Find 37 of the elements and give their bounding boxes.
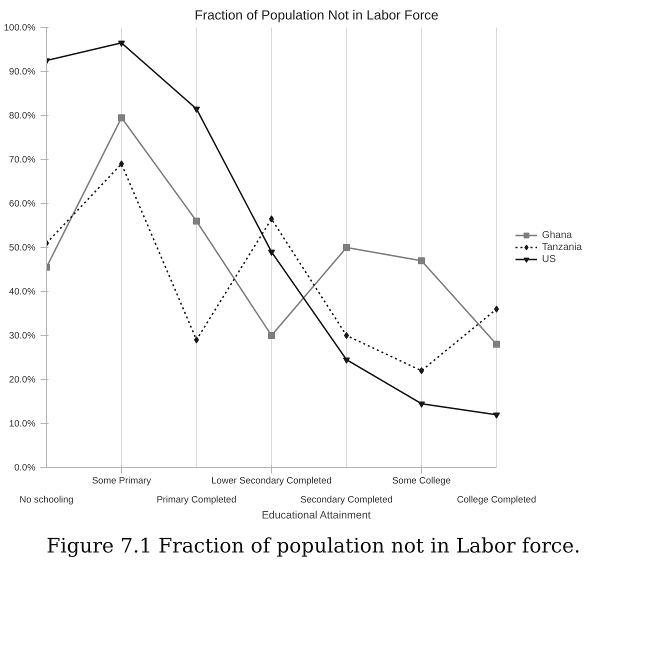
y-tick-label: 40.0% [9, 286, 36, 296]
point [268, 332, 275, 339]
y-tick-label: 0.0% [14, 462, 36, 472]
legend-label: Ghana [542, 229, 572, 241]
x-tick-label: No schooling [20, 494, 74, 504]
caption: Figure 7.1 Fraction of population not in Labor force. [46, 534, 580, 558]
x-tick-label: Secondary Completed [300, 494, 393, 504]
point [493, 412, 500, 419]
point [344, 332, 349, 339]
legend-label: US [542, 253, 557, 265]
point [118, 40, 125, 47]
x-tick-label: Primary Completed [156, 494, 236, 504]
y-tick-label: 80.0% [9, 110, 36, 120]
chart-title: Fraction of Population Not in Labor Force [194, 8, 438, 22]
y-tick-label: 20.0% [9, 374, 36, 384]
point [118, 114, 125, 122]
x-tick-label: Some College [392, 476, 451, 486]
y-tick-label: 70.0% [9, 154, 36, 164]
y-tick-label: 30.0% [9, 330, 36, 340]
y-tick-label: 10.0% [9, 418, 36, 428]
x-axis-title: Educational Attainment [262, 510, 371, 522]
point [343, 244, 350, 251]
point [193, 218, 200, 225]
point [343, 357, 350, 364]
point [268, 250, 275, 256]
point [193, 106, 200, 113]
point [418, 401, 425, 408]
y-tick-label: 50.0% [9, 242, 36, 252]
x-tick-label: College Completed [456, 494, 536, 504]
legend-label: Tanzania [542, 241, 582, 253]
y-tick-label: 100.0% [4, 22, 36, 32]
y-tick-label: 90.0% [9, 66, 36, 76]
y-tick-label: 60.0% [9, 198, 36, 208]
x-tick-label: Some Primary [92, 476, 152, 486]
point [418, 257, 425, 264]
point [493, 340, 500, 348]
x-tick-label: Lower Secondary Completed [211, 476, 332, 486]
